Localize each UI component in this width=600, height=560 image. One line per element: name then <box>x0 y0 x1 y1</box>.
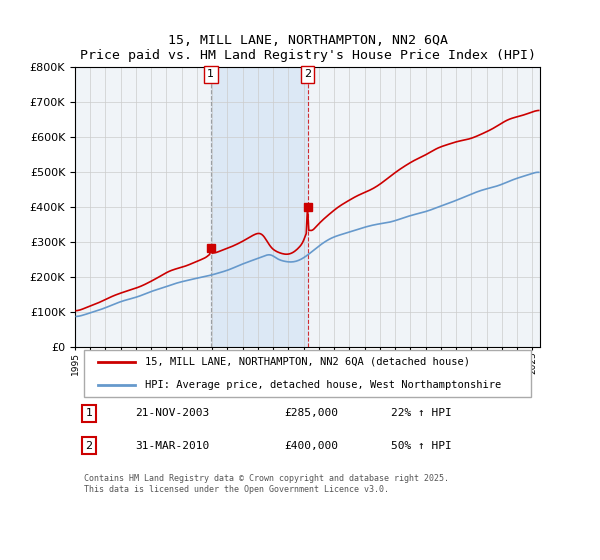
Text: 50% ↑ HPI: 50% ↑ HPI <box>391 441 452 451</box>
Text: 2: 2 <box>85 441 92 451</box>
FancyBboxPatch shape <box>84 350 531 396</box>
Text: 22% ↑ HPI: 22% ↑ HPI <box>391 408 452 418</box>
Bar <box>211 67 308 347</box>
Text: HPI: Average price, detached house, West Northamptonshire: HPI: Average price, detached house, West… <box>145 380 501 390</box>
Text: £400,000: £400,000 <box>284 441 338 451</box>
Text: 2: 2 <box>304 69 311 79</box>
Text: 1: 1 <box>207 69 214 79</box>
Text: Contains HM Land Registry data © Crown copyright and database right 2025.
This d: Contains HM Land Registry data © Crown c… <box>84 474 449 494</box>
Title: 15, MILL LANE, NORTHAMPTON, NN2 6QA
Price paid vs. HM Land Registry's House Pric: 15, MILL LANE, NORTHAMPTON, NN2 6QA Pric… <box>79 34 536 62</box>
Text: 1: 1 <box>85 408 92 418</box>
Text: £285,000: £285,000 <box>284 408 338 418</box>
Text: 15, MILL LANE, NORTHAMPTON, NN2 6QA (detached house): 15, MILL LANE, NORTHAMPTON, NN2 6QA (det… <box>145 357 470 367</box>
Text: 31-MAR-2010: 31-MAR-2010 <box>136 441 210 451</box>
Text: 21-NOV-2003: 21-NOV-2003 <box>136 408 210 418</box>
